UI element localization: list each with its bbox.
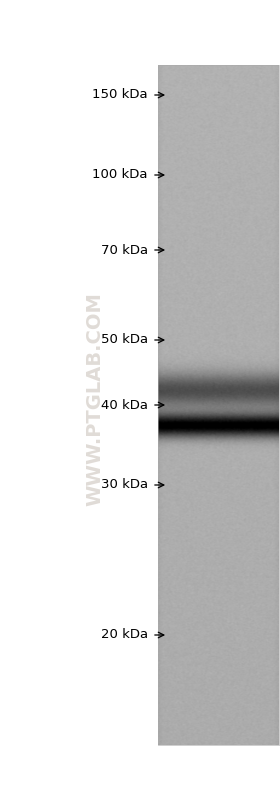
Text: 150 kDa: 150 kDa — [92, 89, 148, 101]
Bar — [158, 65, 279, 745]
Text: 70 kDa: 70 kDa — [101, 244, 148, 256]
Text: 40 kDa: 40 kDa — [101, 399, 148, 411]
Text: 50 kDa: 50 kDa — [101, 333, 148, 347]
Text: WWW.PTGLAB.COM: WWW.PTGLAB.COM — [86, 292, 105, 507]
Text: 20 kDa: 20 kDa — [101, 629, 148, 642]
Text: 100 kDa: 100 kDa — [92, 169, 148, 181]
Text: 30 kDa: 30 kDa — [101, 479, 148, 491]
